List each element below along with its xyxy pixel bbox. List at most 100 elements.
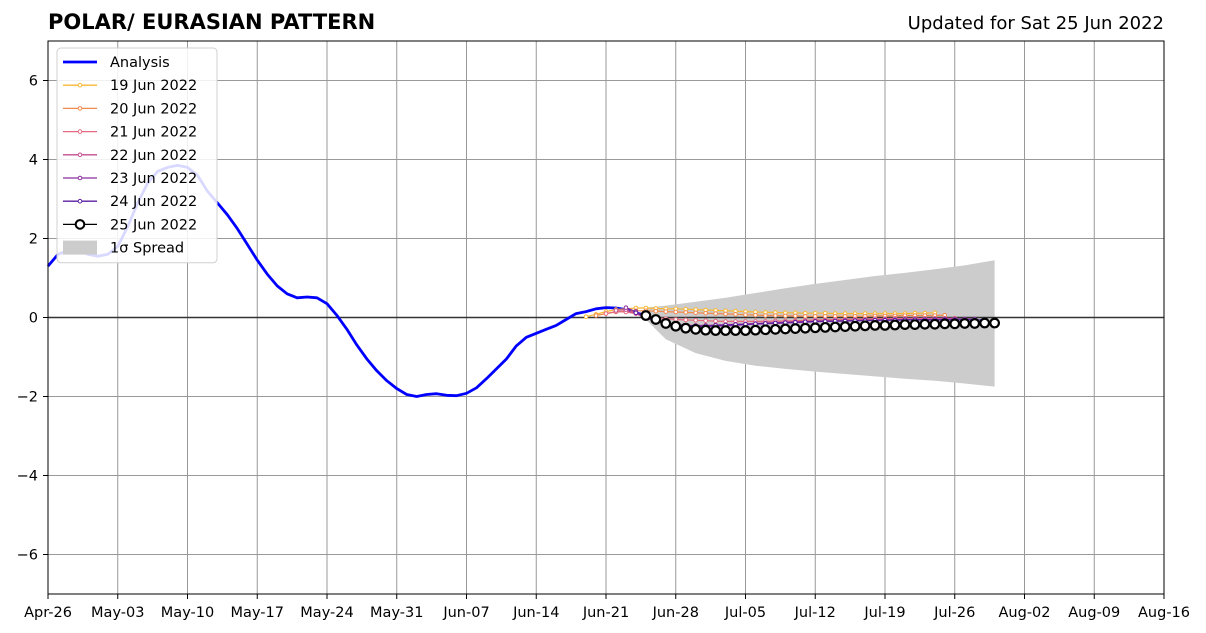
x-tick-label: Jun-07 [442,605,489,621]
legend-box [56,47,218,264]
legend-marker [77,129,83,134]
forecast-point [593,313,599,318]
x-tick-label: May-03 [91,605,144,621]
forecast-point [760,324,771,336]
legend-label: 19 Jun 2022 [110,78,197,94]
forecast-series [583,305,1001,336]
forecast-point [859,320,871,332]
x-tick-label: Jul-19 [863,605,905,621]
y-tick-label: 2 [29,232,38,248]
forecast-point [730,325,741,336]
forecast-point [583,314,589,320]
forecast-point [713,311,718,316]
y-tick-label: −2 [17,390,38,406]
forecast-point [959,318,971,329]
forecast-point [949,318,961,330]
legend-label: 25 Jun 2022 [110,217,197,233]
spread-area [645,260,995,387]
forecast-point [899,319,911,331]
forecast-point [663,309,669,314]
x-tick-label: May-24 [300,605,353,621]
y-tick-label: −6 [17,548,38,564]
x-tick-label: May-17 [231,605,284,621]
forecast-point [710,325,722,336]
forecast-point [789,323,801,334]
y-axis-ticks: −6 −4 −2 0 2 4 6 [17,74,48,564]
forecast-point [809,322,821,334]
legend-label: 23 Jun 2022 [110,171,197,187]
forecast-point [613,308,619,313]
forecast-point [733,312,738,317]
forecast-point [743,312,748,318]
x-tick-label: Aug-09 [1068,605,1120,621]
legend-label: 21 Jun 2022 [110,125,197,141]
x-tick-label: Jul-05 [724,605,766,621]
forecast-point [703,318,708,323]
forecast-point [989,317,1001,329]
chart-subtitle: Updated for Sat 25 Jun 2022 [908,13,1164,34]
forecast-point [653,308,659,314]
legend-marker [77,198,83,204]
forecast-point [849,320,861,332]
x-tick-label: Aug-02 [999,605,1051,621]
forecast-point [680,322,692,334]
legend-label: 1σ Spread [110,241,184,257]
forecast-point [623,305,629,310]
legend-swatch-spread [63,240,97,255]
legend-marker [74,219,86,230]
forecast-point [769,323,781,335]
legend-marker [77,175,83,181]
forecast-point [802,314,808,319]
forecast-point [929,318,941,330]
legend-label: Analysis [110,55,170,71]
forecast-point [819,321,831,333]
forecast-point [683,310,689,315]
forecast-point [763,313,768,318]
forecast-point [693,310,698,316]
y-tick-label: 4 [29,153,38,169]
forecast-point [969,318,981,329]
forecast-point [690,323,702,335]
legend-label: 22 Jun 2022 [110,148,197,164]
legend-marker [77,106,83,111]
forecast-point [773,313,778,318]
forecast-point [683,317,689,323]
forecast-point [793,313,798,319]
forecast-point [779,323,791,335]
forecast-point [799,322,811,334]
forecast-point [703,310,708,316]
forecast-point [673,309,679,315]
x-tick-label: Jul-26 [933,605,975,621]
x-tick-label: Jun-21 [582,605,629,621]
forecast-point [700,324,712,336]
forecast-point [839,321,851,332]
forecast-point [879,320,891,331]
forecast-point [889,319,901,331]
forecast-point [829,321,841,333]
forecast-point [869,320,881,331]
forecast-point [753,312,758,318]
forecast-point [979,317,991,329]
x-tick-label: Aug-16 [1138,605,1190,621]
legend-marker [77,82,83,88]
forecast-point [723,311,728,317]
x-tick-label: Apr-26 [24,605,72,621]
forecast-point [740,325,751,336]
chart-title: POLAR/ EURASIAN PATTERN [48,10,375,34]
x-axis-ticks: Apr-26 May-03 May-10 May-17 May-24 May-31 Jun-… [24,594,1190,621]
x-tick-label: Jul-12 [794,605,836,621]
legend-label: 20 Jun 2022 [110,101,197,117]
forecast-point [650,314,662,325]
forecast-2022-06-25 [640,310,1001,336]
forecast-point [660,318,672,329]
forecast-point [750,324,761,336]
y-tick-label: 6 [29,74,38,90]
forecast-point [713,318,718,324]
y-tick-label: 0 [29,311,38,327]
forecast-point [673,317,679,322]
legend-marker [77,152,83,158]
y-tick-label: −4 [17,469,38,485]
forecast-point [670,320,682,332]
forecast-point [720,325,731,336]
